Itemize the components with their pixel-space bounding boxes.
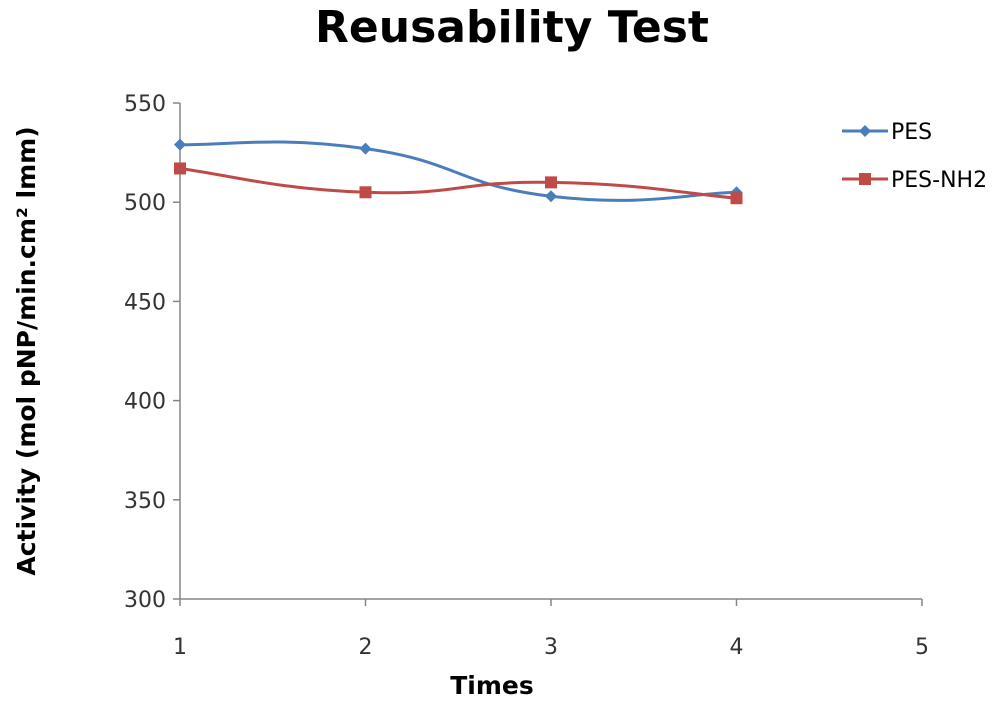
y-tick-label: 450 [124,290,166,315]
series-layer [174,138,743,205]
x-tick-label: 1 [173,635,187,660]
data-point-pes-nh2 [359,186,372,199]
legend-label-pes: PES [891,120,932,145]
legend-marker-pes-nh2 [859,173,871,185]
data-point-pes-nh2 [174,162,186,175]
chart-title: Reusability Test [315,2,709,53]
y-axis-label: Activity (mol pNP/min.cm² lmm) [12,126,41,575]
x-ticks: 1 2 3 4 5 [173,599,929,660]
y-ticks: 300 350 400 450 500 550 [124,92,180,613]
legend-label-pes-nh2: PES-NH2 [891,168,987,193]
legend-marker-pes [859,125,871,137]
y-tick-label: 350 [124,489,166,514]
series-line-pes-nh2 [179,166,737,200]
y-tick-label: 300 [124,588,166,613]
x-tick-label: 5 [915,635,929,660]
x-tick-label: 4 [730,635,744,660]
x-tick-label: 2 [359,635,373,660]
data-point-pes [359,142,372,155]
y-tick-label: 500 [124,191,166,216]
data-point-pes-nh2 [545,176,557,189]
x-axis-label: Times [450,671,534,700]
x-tick-label: 3 [544,635,558,660]
data-point-pes-nh2 [730,192,743,205]
y-tick-label: 400 [124,390,166,415]
legend: PES PES-NH2 [842,120,987,193]
data-point-pes [174,138,186,151]
data-point-pes [545,190,557,203]
y-tick-label: 550 [124,92,166,117]
series-line-pes [179,140,737,202]
